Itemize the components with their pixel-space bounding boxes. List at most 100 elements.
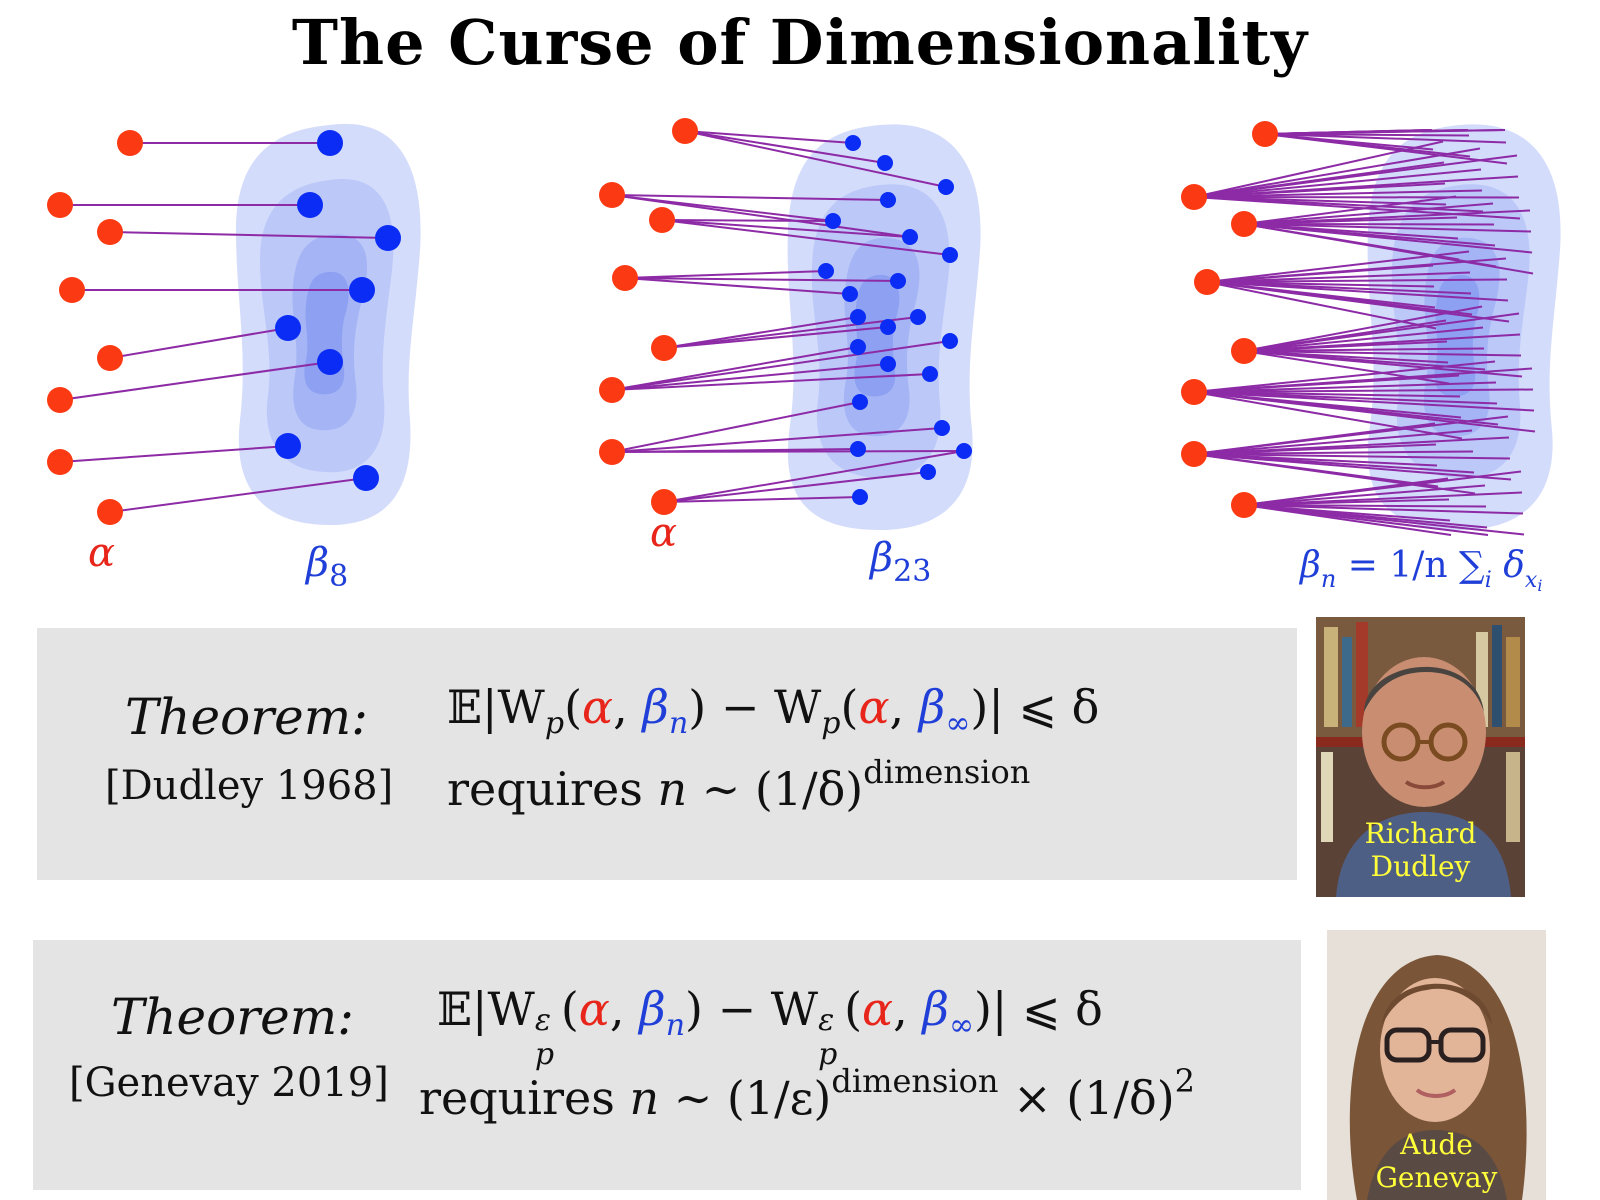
eq2-beta2: β	[922, 982, 949, 1036]
transport-line	[59, 361, 331, 401]
transport-line	[1193, 391, 1535, 412]
target-point	[375, 225, 401, 251]
transport-line	[663, 471, 929, 503]
transport-line	[1193, 196, 1520, 199]
source-point	[1181, 184, 1207, 210]
transport-line	[611, 401, 861, 453]
transport-line	[1243, 223, 1534, 275]
transport-line	[1193, 196, 1521, 220]
theorem1-equation: 𝔼|Wp(α, βn) − Wp(α, β∞)| ⩽ δ	[447, 680, 1099, 741]
transport-line	[1243, 350, 1522, 357]
eq2-expectation: 𝔼|W	[437, 982, 535, 1036]
eq2-minus: ) − W	[685, 982, 819, 1036]
target-point	[934, 420, 950, 436]
target-point	[910, 309, 926, 325]
transport-line	[1193, 453, 1511, 460]
theorem-box-genevay: Theorem: [Genevay 2019] 𝔼|W ε p (α, βn) − W…	[33, 940, 1301, 1190]
source-point	[599, 377, 625, 403]
eq-minus: ) − W	[688, 680, 822, 734]
source-point	[1231, 211, 1257, 237]
transport-line	[1243, 195, 1457, 225]
transport-lines-1	[59, 142, 389, 513]
transport-line	[661, 219, 951, 256]
transport-line	[1193, 388, 1534, 393]
eq-beta-inf: ∞	[945, 706, 971, 741]
transport-line	[1243, 504, 1524, 515]
target-point	[880, 356, 896, 372]
target-point	[297, 192, 323, 218]
eq2-beta-n: n	[665, 1008, 686, 1043]
transport-line	[1193, 391, 1536, 433]
portrait-dudley-image	[1316, 617, 1525, 897]
delta-symbol: δ	[1503, 545, 1525, 586]
citation-genevay: [Genevay 2019]	[69, 1060, 389, 1106]
eq-alpha: α	[582, 680, 614, 734]
portrait-aude-genevay: Aude Genevay	[1327, 930, 1546, 1200]
theorem-label: Theorem:	[125, 688, 368, 746]
transport-line	[663, 450, 965, 503]
theorem-label-2: Theorem:	[111, 988, 354, 1046]
target-point	[852, 394, 868, 410]
portrait-richard-dudley: Richard Dudley	[1316, 617, 1525, 897]
eq-end: )| ⩽ δ	[970, 680, 1100, 734]
source-point	[97, 499, 123, 525]
target-point	[275, 433, 301, 459]
req2-exponent: dimension	[831, 1062, 999, 1100]
target-point	[942, 333, 958, 349]
eq-beta2: β	[918, 680, 946, 734]
transport-line	[109, 231, 389, 239]
transport-line	[109, 477, 367, 513]
transport-lines-3	[1193, 129, 1536, 536]
target-point	[353, 465, 379, 491]
eq2-alpha2: α	[862, 982, 894, 1036]
beta23-label: β23	[870, 535, 931, 589]
transport-line	[624, 270, 827, 279]
target-point	[850, 339, 866, 355]
eq2-beta-inf: ∞	[948, 1008, 974, 1043]
source-point	[1231, 338, 1257, 364]
req-word: requires	[447, 762, 643, 816]
source-point	[117, 130, 143, 156]
transport-line	[1193, 147, 1481, 198]
source-point	[97, 219, 123, 245]
transport-line	[1206, 281, 1510, 323]
caption-genevay-first: Aude	[1400, 1128, 1473, 1161]
eq2-comma: ,	[609, 982, 625, 1036]
sum-subscript: i	[1484, 568, 1492, 593]
delta-subscript-index: i	[1537, 576, 1543, 595]
transport-line	[1243, 498, 1450, 506]
transport-line	[1206, 281, 1509, 302]
eq-p2: p	[821, 706, 841, 741]
transport-line	[611, 340, 951, 391]
transport-line	[684, 130, 947, 188]
transport-line	[1193, 453, 1512, 481]
source-point	[672, 118, 698, 144]
transport-line	[663, 316, 859, 349]
transport-line	[611, 427, 943, 453]
transport-line	[1193, 429, 1473, 455]
transport-line	[1243, 477, 1449, 506]
transport-line	[1193, 189, 1483, 198]
target-point	[275, 315, 301, 341]
empirical-measure-formula: βn = 1/n ∑i δxi	[1300, 545, 1542, 595]
req2-scaling: ∼ (1/ε)	[673, 1071, 832, 1125]
transport-line	[1243, 319, 1447, 352]
transport-line	[1206, 281, 1437, 330]
beta8-subscript: 8	[329, 559, 349, 594]
eq-p: p	[544, 706, 565, 741]
req2-times: × (1/δ)	[1013, 1071, 1175, 1125]
source-point	[47, 387, 73, 413]
target-point	[877, 155, 893, 171]
target-point	[922, 366, 938, 382]
transport-line	[1193, 360, 1496, 393]
eq2-eps: ε	[534, 1003, 551, 1038]
page-title: The Curse of Dimensionality	[291, 6, 1309, 79]
transport-line	[1243, 340, 1448, 352]
source-point	[1181, 441, 1207, 467]
eq2-end: )| ⩽ δ	[973, 982, 1103, 1036]
transport-line	[1243, 223, 1495, 226]
caption-dudley-first: Richard	[1364, 817, 1477, 850]
transport-line	[1206, 278, 1508, 283]
transport-line	[1193, 161, 1445, 198]
eq-beta-n: n	[668, 706, 689, 741]
